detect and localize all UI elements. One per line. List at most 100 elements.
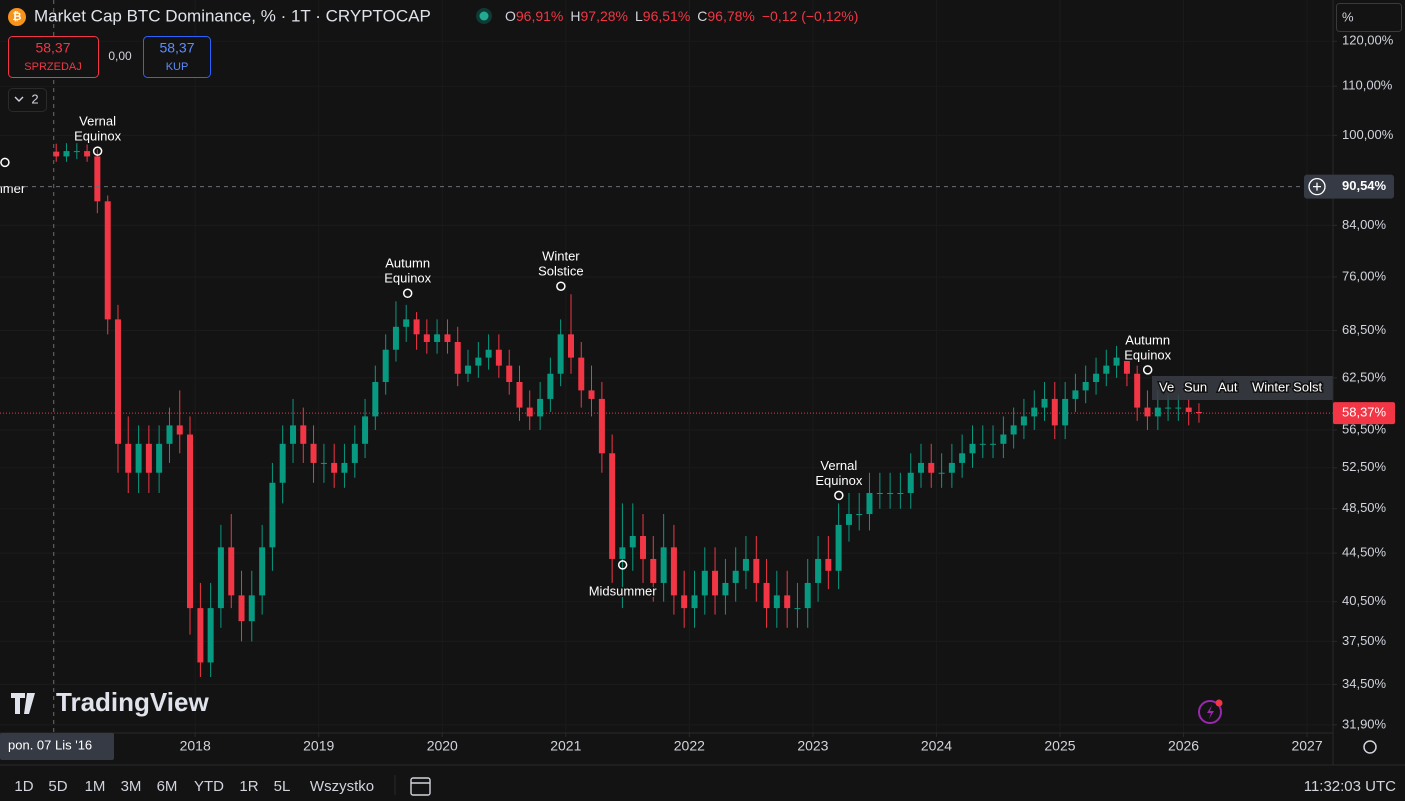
buy-price: 58,37 [159,40,194,56]
candle-body [660,547,667,583]
last-price-label: 58,37% [1342,405,1387,420]
market-status-dot [479,11,489,21]
symbol-title[interactable]: Market Cap BTC Dominance, % · 1T · CRYPT… [34,6,431,25]
range-button[interactable]: 6M [157,778,178,795]
crosshair-price-label: 90,54% [1342,178,1387,193]
candle-body [526,407,533,417]
candle-body [444,334,451,342]
event-label: Winter [542,249,580,264]
candle-body [609,453,616,559]
candle-body [217,547,224,609]
y-tick-label: 44,50% [1342,545,1387,560]
future-event-label: Sun [1184,379,1207,394]
candle-body [1103,365,1110,374]
candle-body [1113,357,1120,366]
candle-body [588,390,595,399]
y-tick-label: 56,50% [1342,421,1387,436]
candle-body [670,547,677,596]
candle-body [1165,407,1172,409]
candle-body [917,462,924,473]
buy-button[interactable] [143,36,211,78]
candle-body [928,462,935,473]
candle-body [506,365,513,382]
clock[interactable]: 11:32:03 UTC [1304,778,1396,795]
event-label: ummer [0,181,26,196]
settings-icon[interactable] [1363,740,1377,754]
add-alert-button[interactable] [1308,177,1326,196]
event-label: Equinox [815,473,862,488]
candle-body [485,349,492,358]
candle-body [959,453,966,463]
y-tick-label: 120,00% [1342,33,1394,48]
event-label: Autumn [1125,332,1170,347]
range-button[interactable]: 5L [274,778,291,795]
candle-body [979,443,986,445]
candle-body [259,547,266,596]
candle-body [537,398,544,417]
candle-body [1072,390,1079,399]
candle-body [887,492,894,494]
y-tick-label: 68,50% [1342,322,1387,337]
symbol-icon [8,8,26,26]
event-label: Solstice [538,264,584,279]
candle-body [495,349,502,366]
y-tick-label: 40,50% [1342,593,1387,608]
range-button[interactable]: YTD [194,778,224,795]
x-tick-label: 2027 [1291,738,1322,754]
ohlc-key: O [505,8,516,24]
event-label: Equinox [74,129,121,144]
range-button[interactable]: 5D [48,778,67,795]
event-label: Equinox [1124,347,1171,362]
candle-body [897,492,904,494]
candle-body [938,472,945,474]
candle-body [341,462,348,473]
candle-body [73,151,80,153]
alert-icon[interactable] [1198,700,1222,724]
candle-body [1031,407,1038,417]
event-icon [556,281,566,291]
candle-body [722,582,729,596]
candle-body [351,443,358,463]
candle-body [434,334,441,342]
candle-body [392,326,399,350]
candle-body [1020,416,1027,426]
y-tick-label: 31,90% [1342,716,1387,731]
scale-unit-box[interactable] [1336,3,1402,32]
plot-area: ummerVernalEquinoxAutumnEquinoxWinterSol… [0,0,1333,733]
ohlc-value: 97,28% [581,8,628,24]
candle-body [413,319,420,335]
candle-body [320,462,327,464]
symbol-icon-glyph: ₿ [13,11,22,23]
range-button[interactable]: 3M [121,778,142,795]
ohlc-value: 96,78% [707,8,754,24]
event-label: Vernal [79,114,116,129]
candle-body [1175,407,1182,409]
range-button[interactable]: Wszystko [310,778,374,795]
candle-body [784,595,791,609]
x-tick-label: 2019 [303,738,334,754]
goto-date-icon[interactable] [410,777,431,796]
indicators-toggle[interactable] [8,88,47,112]
candle-body [248,595,255,622]
watermark: TradingView [56,687,209,717]
sell-button[interactable] [8,36,99,78]
future-event-label: Winter Solst [1252,379,1322,394]
candle-body [547,373,554,399]
candle-body [701,570,708,596]
candle-body [464,365,471,374]
event-icon [92,146,103,156]
candle-body [763,582,770,609]
candle-body [516,381,523,408]
axes: 31,90% 34,50% 37,50% 40,50% 44,50% 48,50% 52,5… [0,33,1395,760]
candle-body [331,462,338,473]
candle-body [948,462,955,473]
range-button[interactable]: 1D [14,778,33,795]
candle-body [1195,411,1202,414]
x-tick-label: 2020 [427,738,458,754]
range-button[interactable]: 1R [239,778,258,795]
candle-body [382,349,389,382]
range-button[interactable]: 1M [85,778,106,795]
candle-body [1154,407,1161,417]
